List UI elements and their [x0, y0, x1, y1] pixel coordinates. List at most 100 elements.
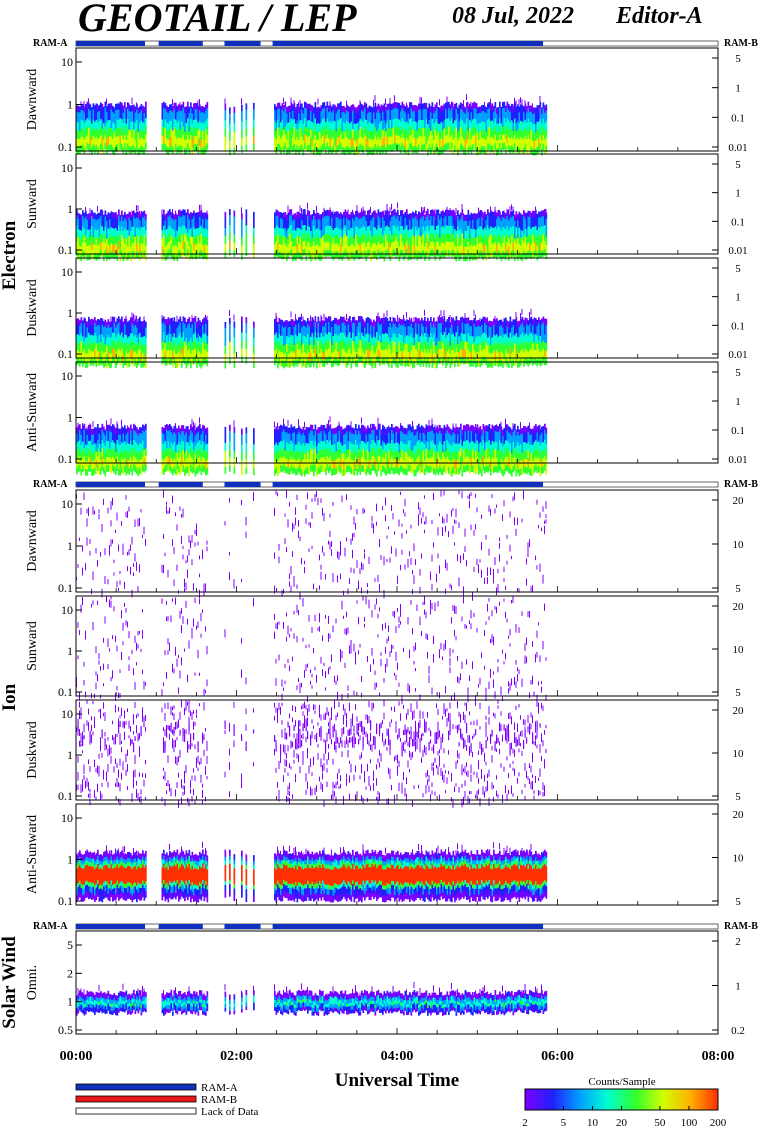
spectral-cell — [281, 245, 284, 254]
spectral-cell — [301, 230, 303, 239]
spectral-cell — [343, 105, 345, 113]
spectral-cell — [107, 236, 110, 245]
count-mark — [478, 207, 479, 214]
spectral-cell — [434, 138, 437, 147]
spectral-cell — [367, 356, 369, 364]
spectral-cell — [314, 348, 317, 357]
spectral-cell — [205, 212, 207, 220]
spectral-cell — [80, 246, 83, 256]
spectral-cell — [359, 127, 362, 136]
spectral-cell — [433, 216, 435, 227]
spectral-cell — [424, 220, 426, 232]
spectral-cell — [394, 324, 396, 335]
spectral-cell — [535, 233, 537, 243]
spectral-cell — [353, 341, 356, 350]
spectral-cell — [290, 325, 293, 336]
spectral-cell — [362, 241, 365, 251]
spectral-cell — [203, 123, 206, 133]
spectral-cell — [172, 344, 174, 354]
spectral-cell — [284, 236, 287, 245]
spectral-cell — [142, 138, 144, 148]
spectral-cell — [103, 123, 105, 132]
spectral-cell — [500, 123, 503, 133]
count-mark — [199, 204, 200, 211]
spectral-cell — [437, 131, 440, 141]
spectral-cell — [112, 251, 114, 259]
spectral-cell — [499, 101, 501, 109]
spectral-cell — [301, 214, 303, 221]
spectral-cell — [292, 246, 294, 256]
spectral-cell — [344, 123, 347, 133]
spectral-cell — [295, 107, 297, 114]
spectral-cell — [386, 128, 389, 138]
spectral-cell — [139, 332, 141, 342]
count-mark — [323, 313, 325, 320]
spectral-cell — [329, 137, 332, 147]
spectral-cell — [89, 237, 92, 246]
spectral-cell — [485, 214, 488, 221]
spectral-cell — [91, 131, 93, 141]
spectral-cell — [77, 236, 80, 246]
count-mark — [391, 203, 392, 210]
spectral-cell — [320, 340, 323, 350]
spectral-cell — [518, 235, 521, 245]
spectral-cell — [424, 340, 426, 350]
spectral-cell — [398, 238, 401, 248]
spectral-cell — [511, 103, 513, 111]
count-mark — [466, 214, 467, 221]
spectral-cell — [404, 130, 407, 140]
spectral-cell — [383, 144, 386, 152]
spectral-cell — [241, 137, 243, 147]
spectral-cell — [206, 335, 209, 345]
spectral-cell — [284, 228, 287, 237]
spectral-cell — [140, 137, 143, 146]
spectral-cell — [122, 238, 125, 248]
spectral-cell — [410, 317, 413, 325]
spectral-cell — [509, 322, 512, 334]
spectral-cell — [133, 336, 135, 345]
spectral-cell — [286, 214, 288, 222]
spectral-cell — [388, 336, 390, 346]
spectral-cell — [182, 249, 185, 256]
spectral-cell — [136, 251, 138, 259]
spectral-cell — [139, 214, 141, 221]
spectral-cell — [133, 360, 135, 367]
spectral-cell — [514, 319, 516, 326]
spectral-cell — [292, 214, 294, 222]
spectral-cell — [187, 107, 189, 119]
spectral-cell — [406, 343, 408, 352]
spectral-cell — [197, 122, 200, 132]
spectral-cell — [100, 323, 102, 335]
spectral-cell — [346, 337, 348, 346]
spectral-cell — [442, 350, 444, 360]
spectral-cell — [431, 249, 434, 256]
plot-title: GEOTAIL / LEP — [78, 0, 357, 40]
spectral-cell — [163, 126, 165, 136]
spectral-cell — [503, 318, 506, 325]
spectral-cell — [91, 140, 93, 149]
count-mark — [485, 317, 487, 324]
count-mark — [101, 209, 103, 216]
spectral-cell — [97, 325, 99, 336]
spectral-cell — [428, 144, 431, 152]
count-mark — [499, 209, 500, 216]
spectral-cell — [328, 105, 330, 113]
spectral-cell — [419, 127, 422, 137]
spectral-cell — [83, 228, 86, 238]
spectral-cell — [323, 225, 326, 235]
spectral-cell — [374, 127, 377, 136]
spectral-cell — [322, 336, 324, 345]
spectral-cell — [370, 131, 372, 140]
spectral-cell — [362, 111, 365, 123]
spectral-cell — [367, 242, 369, 251]
spectral-cell — [518, 251, 521, 259]
spectral-cell — [397, 241, 399, 251]
spectral-cell — [493, 211, 495, 219]
spectral-cell — [308, 336, 311, 346]
spectral-cell — [416, 130, 419, 140]
spectral-cell — [331, 235, 333, 245]
spectral-cell — [182, 101, 185, 109]
spectral-cell — [289, 225, 291, 235]
spectral-cell — [443, 251, 446, 259]
spectral-cell — [344, 113, 347, 125]
